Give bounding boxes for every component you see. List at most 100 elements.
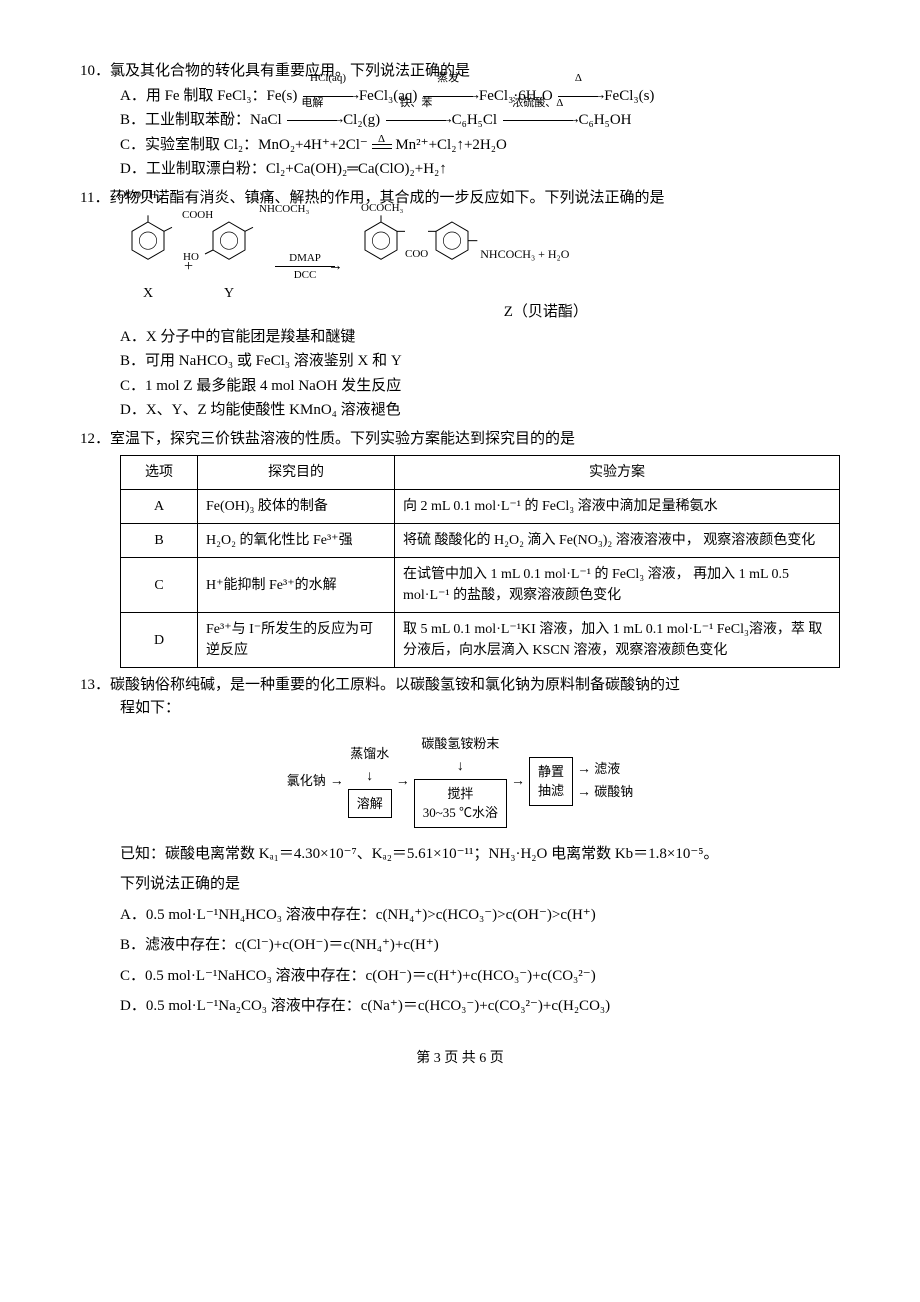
flow-input-water: 蒸馏水 [350, 744, 389, 764]
q11-opt-b: B．可用 NaHCO₃ 或 FeCl₃ 溶液鉴别 X 和 Y [120, 350, 840, 373]
substituent: OCOCH₃ [361, 200, 403, 217]
text: FeCl₃(s) [604, 88, 654, 104]
substituent: HO [183, 249, 199, 266]
q10c-left: C．实验室制取 Cl₂：MnO₂+4H⁺+2Cl⁻ [120, 137, 368, 153]
cell: Fe(OH)₃ 胶体的制备 [198, 490, 395, 524]
table-row: D Fe³⁺与 I⁻所发生的反应为可逆反应 取 5 mL 0.1 mol·L⁻¹… [121, 613, 840, 668]
flow-box-dissolve: 溶解 [348, 789, 392, 819]
text: 搅拌 [423, 784, 498, 804]
q10-opt-c: C．实验室制取 Cl₂：MnO₂+4H⁺+2Cl⁻ Δ Mn²⁺+Cl₂↑+2H… [120, 134, 840, 157]
cell: H₂O₂ 的氧化性比 Fe³⁺强 [198, 524, 395, 558]
question-10: 10．氯及其化合物的转化具有重要应用。下列说法正确的是 A．用 Fe 制取 Fe… [80, 60, 840, 181]
benzene-ring-icon [120, 214, 176, 274]
arrow-label: 蒸发 [423, 70, 473, 87]
cell: C [121, 558, 198, 613]
question-13: 13．碳酸钠俗称纯碱，是一种重要的化工原料。以碳酸氢铵和氯化钠为原料制备碳酸钠的… [80, 674, 840, 1018]
arrow-down-icon: ↓ [366, 766, 373, 787]
equals-delta: Δ [372, 134, 392, 157]
substituent: NHCOCH₃ + H₂O [480, 245, 569, 263]
flow-outputs: → 滤液 → 碳酸钠 [577, 759, 633, 803]
table-row: B H₂O₂ 的氧化性比 Fe³⁺强 将硫 酸酸化的 H₂O₂ 滴入 Fe(NO… [121, 524, 840, 558]
table-row: A Fe(OH)₃ 胶体的制备 向 2 mL 0.1 mol·L⁻¹ 的 FeC… [121, 490, 840, 524]
q10-opt-a: A．用 Fe 制取 FeCl₃：Fe(s) HCl(aq) FeCl₃(aq) … [120, 85, 840, 108]
q10b-pre: B．工业制取苯酚：NaCl [120, 112, 282, 128]
cell: 向 2 mL 0.1 mol·L⁻¹ 的 FeCl₃ 溶液中滴加足量稀氨水 [395, 490, 840, 524]
cell: Fe³⁺与 I⁻所发生的反应为可逆反应 [198, 613, 395, 668]
mol-label-z: Z（贝诺酯） [504, 304, 588, 320]
process-flow: 氯化钠 → 蒸馏水 ↓ 溶解 → 碳酸氢铵粉末 ↓ 搅拌 30~35 ℃水浴 →… [80, 734, 840, 828]
benzene-ring-icon [353, 214, 409, 274]
q13-stem-1: 13．碳酸钠俗称纯碱，是一种重要的化工原料。以碳酸氢铵和氯化钠为原料制备碳酸钠的… [80, 674, 840, 697]
arrow-label: HCl(aq) [303, 70, 353, 87]
q13-opt-d: D．0.5 mol·L⁻¹Na₂CO₃ 溶液中存在：c(Na⁺)＝c(HCO₃⁻… [120, 995, 840, 1018]
q10c-right: Mn²⁺+Cl₂↑+2H₂O [395, 137, 506, 153]
flow-step-1: 蒸馏水 ↓ 溶解 [348, 744, 392, 818]
q13-prompt: 下列说法正确的是 [80, 873, 840, 896]
arrow-icon: → [511, 771, 525, 792]
arrow: 铁、苯 [386, 120, 446, 121]
q11-opt-d: D．X、Y、Z 均能使酸性 KMnO₄ 溶液褪色 [120, 399, 840, 422]
q12-stem: 12．室温下，探究三价铁盐溶液的性质。下列实验方案能达到探究目的的是 [80, 428, 840, 451]
flow-box-stir: 搅拌 30~35 ℃水浴 [414, 779, 507, 828]
cell: B [121, 524, 198, 558]
q11-stem: 11．药物贝诺酯有消炎、镇痛、解热的作用，其合成的一步反应如下。下列说法正确的是 [80, 187, 840, 210]
arrow-icon: → [396, 771, 410, 792]
q11-opt-c: C．1 mol Z 最多能跟 4 mol NaOH 发生反应 [120, 375, 840, 398]
arrow: 电解 [287, 120, 337, 121]
arrow-down-icon: ↓ [457, 756, 464, 777]
reagent-top: DMAP [275, 250, 335, 267]
cell: D [121, 613, 198, 668]
col-purpose: 探究目的 [198, 456, 395, 490]
reagent-bot: DCC [275, 267, 335, 284]
cell: 在试管中加入 1 mL 0.1 mol·L⁻¹ 的 FeCl₃ 溶液， 再加入 … [395, 558, 840, 613]
molecule-x: OCOCH₃ COOH X [120, 214, 176, 304]
flow-output-filtrate: 滤液 [594, 761, 620, 776]
q13-opt-c: C．0.5 mol·L⁻¹NaHCO₃ 溶液中存在：c(OH⁻)＝c(H⁺)+c… [120, 965, 840, 988]
arrow-label: 铁、苯 [386, 95, 446, 112]
flow-box-filter: 静置 抽滤 [529, 757, 573, 806]
experiment-table: 选项 探究目的 实验方案 A Fe(OH)₃ 胶体的制备 向 2 mL 0.1 … [120, 455, 840, 668]
col-scheme: 实验方案 [395, 456, 840, 490]
text: 静置 [538, 762, 564, 782]
col-option: 选项 [121, 456, 198, 490]
arrow-label: 电解 [287, 95, 337, 112]
arrow-label: 浓硫酸、Δ [503, 95, 573, 112]
q13-opt-b: B．滤液中存在：c(Cl⁻)+c(OH⁻)＝c(NH₄⁺)+c(H⁺) [120, 934, 840, 957]
text: C₆H₅OH [579, 112, 632, 128]
molecule-y: NHCOCH₃ HO Y [201, 214, 257, 304]
q13-stem-2: 程如下： [80, 697, 840, 720]
q10a-pre: A．用 Fe 制取 FeCl₃：Fe(s) [120, 88, 297, 104]
text: C₆H₅Cl [452, 112, 497, 128]
text: 抽滤 [538, 781, 564, 801]
substituent: NHCOCH₃ [259, 201, 309, 218]
arrow-icon: → [330, 771, 344, 792]
question-11: 11．药物贝诺酯有消炎、镇痛、解热的作用，其合成的一步反应如下。下列说法正确的是… [80, 187, 840, 422]
cell: 将硫 酸酸化的 H₂O₂ 滴入 Fe(NO₃)₂ 溶液溶液中， 观察溶液颜色变化 [395, 524, 840, 558]
reaction-scheme: OCOCH₃ COOH X + NHCOCH₃ HO Y DMAP → DC [80, 214, 840, 304]
arrow-icon: → [577, 785, 591, 800]
cell: A [121, 490, 198, 524]
delta: Δ [372, 131, 392, 148]
reaction-arrow: DMAP → DCC [275, 250, 335, 284]
flow-input-nh4hco3: 碳酸氢铵粉末 [421, 734, 499, 754]
molecule-z: OCOCH₃ COO NHCOCH₃ + H₂O [353, 214, 569, 279]
arrow: 浓硫酸、Δ [503, 120, 573, 121]
q13-known: 已知：碳酸电离常数 Kₐ₁＝4.30×10⁻⁷、Kₐ₂＝5.61×10⁻¹¹；N… [80, 843, 840, 866]
arrow-icon: → [577, 762, 591, 777]
table-header-row: 选项 探究目的 实验方案 [121, 456, 840, 490]
text: Cl₂(g) [343, 112, 380, 128]
q10-opt-b: B．工业制取苯酚：NaCl 电解 Cl₂(g) 铁、苯 C₆H₅Cl 浓硫酸、Δ… [120, 109, 840, 132]
q11-opt-a: A．X 分子中的官能团是羧基和醚键 [120, 326, 840, 349]
substituent: OCOCH₃ [118, 187, 160, 204]
page-footer: 第 3 页 共 6 页 [80, 1048, 840, 1069]
q10-opt-d: D．工业制取漂白粉：Cl₂+Ca(OH)₂═Ca(ClO)₂+H₂↑ [120, 158, 840, 181]
substituent: COOH [182, 207, 213, 224]
benzene-ring-icon [424, 214, 480, 274]
flow-input-nacl: 氯化钠 [287, 771, 326, 791]
flow-step-2: 碳酸氢铵粉末 ↓ 搅拌 30~35 ℃水浴 [414, 734, 507, 828]
cell: 取 5 mL 0.1 mol·L⁻¹KI 溶液，加入 1 mL 0.1 mol·… [395, 613, 840, 668]
question-12: 12．室温下，探究三价铁盐溶液的性质。下列实验方案能达到探究目的的是 选项 探究… [80, 428, 840, 669]
text: 30~35 ℃水浴 [423, 803, 498, 823]
cell: H⁺能抑制 Fe³⁺的水解 [198, 558, 395, 613]
flow-output-na2co3: 碳酸钠 [594, 784, 633, 799]
